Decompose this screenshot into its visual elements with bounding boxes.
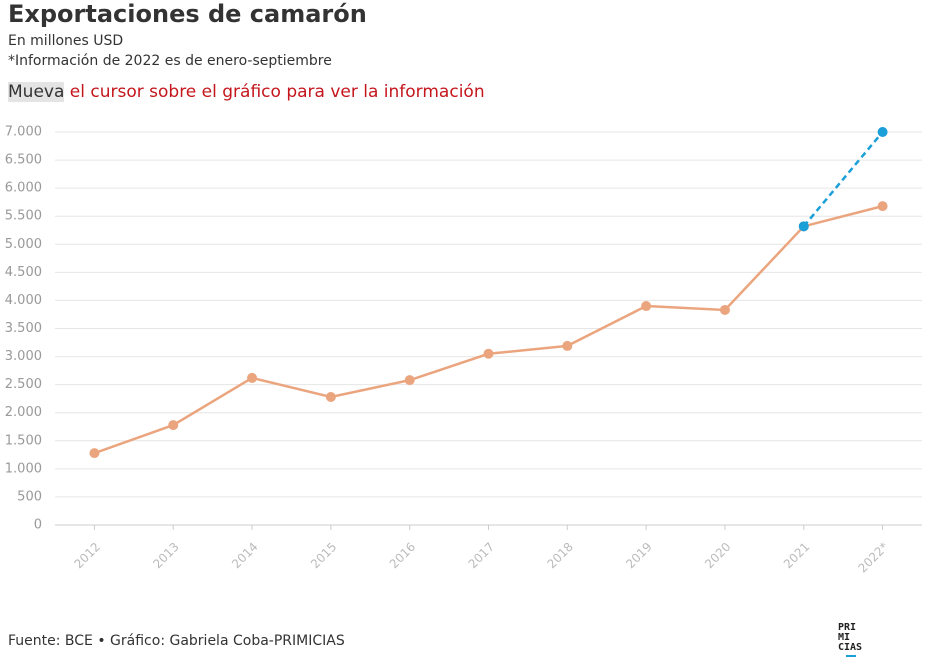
x-tick-label: 2019: [623, 540, 654, 571]
logo-text: PRI: [838, 622, 856, 633]
logo-text: MI: [838, 632, 850, 643]
y-tick-label: 6.000: [5, 181, 42, 196]
x-tick-label: 2014: [229, 540, 260, 571]
x-tick-label: 2018: [544, 540, 575, 571]
source: Fuente: BCE • Gráfico: Gabriela Coba-PRI…: [8, 633, 345, 649]
y-tick-label: 3.500: [5, 321, 42, 336]
instruction-highlight: Mueva: [8, 82, 65, 102]
y-tick-label: 500: [17, 489, 42, 504]
data-point: [325, 391, 336, 402]
data-point: [719, 304, 730, 315]
series-line: [802, 131, 884, 228]
data-point: [562, 340, 573, 351]
series-line: [93, 204, 883, 455]
y-tick-label: 2.000: [5, 405, 42, 420]
data-point: [483, 348, 494, 359]
instruction: Mueva el cursor sobre el gráfico para ve…: [8, 82, 485, 102]
data-point: [877, 201, 888, 212]
data-point: [247, 372, 258, 383]
x-tick-label: 2020: [702, 540, 733, 571]
y-tick-label: 2.500: [5, 377, 42, 392]
x-tick-label: 2012: [72, 540, 103, 571]
data-point: [877, 127, 888, 137]
y-tick-label: 5.000: [5, 237, 42, 252]
x-tick-label: 2021: [781, 540, 812, 571]
x-tick-label: 2017: [466, 540, 497, 571]
y-tick-label: 6.500: [5, 153, 42, 168]
y-tick-label: 7.000: [5, 125, 42, 140]
chart-title: Exportaciones de camarón: [8, 0, 367, 28]
y-tick-label: 1.000: [5, 461, 42, 476]
y-tick-label: 3.000: [5, 349, 42, 364]
chart-subtitle: En millones USD: [8, 33, 124, 49]
y-tick-label: 0: [34, 518, 42, 533]
chart-note: *Información de 2022 es de enero-septiem…: [8, 53, 332, 69]
data-point: [641, 301, 652, 312]
data-point: [404, 375, 415, 386]
data-point: [168, 420, 179, 431]
x-tick-label: 2022*: [855, 540, 891, 576]
y-tick-label: 5.500: [5, 209, 42, 224]
x-tick-label: 2016: [387, 540, 418, 571]
y-tick-label: 4.500: [5, 265, 42, 280]
logo-text: CIAS: [838, 642, 862, 653]
data-point: [89, 448, 100, 459]
y-tick-label: 4.000: [5, 293, 42, 308]
instruction-text: el cursor sobre el gráfico para ver la i…: [69, 82, 485, 102]
x-tick-label: 2015: [308, 540, 339, 571]
data-point: [798, 221, 809, 232]
x-tick-label: 2013: [150, 540, 181, 571]
y-tick-label: 1.500: [5, 433, 42, 448]
